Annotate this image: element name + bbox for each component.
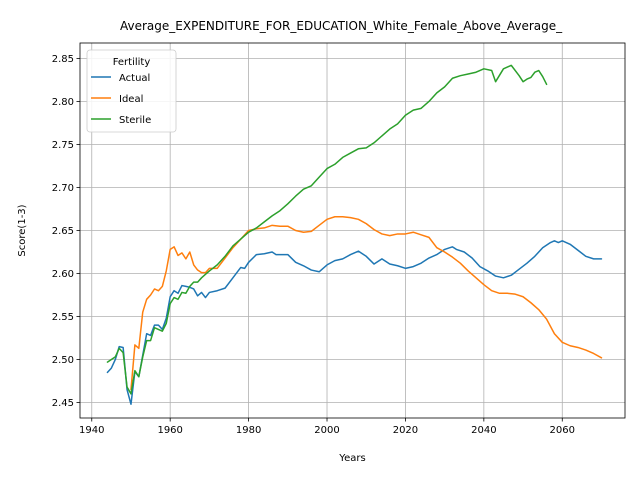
y-tick-label: 2.45 (52, 398, 74, 409)
y-tick-label: 2.65 (52, 226, 74, 237)
y-tick-label: 2.85 (52, 54, 74, 65)
legend-title: Fertility (113, 57, 151, 68)
series-line-actual (106, 240, 603, 405)
x-tick-label: 1940 (79, 425, 104, 436)
x-tick-label: 2000 (314, 425, 339, 436)
x-tick-label: 2020 (393, 425, 418, 436)
legend-label-actual: Actual (119, 73, 150, 84)
y-tick-label: 2.50 (52, 355, 74, 366)
x-tick-label: 2040 (471, 425, 496, 436)
legend: Fertility Actual Ideal Sterile (86, 49, 177, 133)
legend-entries: Actual Ideal Sterile (91, 73, 151, 126)
x-axis-ticks: 1940 1960 1980 2000 2020 2040 2060 (79, 418, 575, 436)
chart-title: Average_EXPENDITURE_FOR_EDUCATION_White_… (120, 19, 563, 33)
y-tick-label: 2.80 (52, 97, 74, 108)
y-tick-label: 2.55 (52, 312, 74, 323)
x-tick-label: 2060 (550, 425, 575, 436)
x-axis-label: Years (338, 453, 365, 464)
series-lines (106, 64, 603, 405)
grid (80, 43, 625, 418)
x-tick-label: 1980 (236, 425, 261, 436)
x-tick-label: 1960 (157, 425, 182, 436)
legend-label-sterile: Sterile (119, 115, 151, 126)
y-axis-label: Score(1-3) (17, 204, 28, 256)
y-tick-label: 2.60 (52, 269, 74, 280)
series-line-ideal (130, 215, 603, 391)
legend-label-ideal: Ideal (119, 94, 143, 105)
y-axis-ticks: 2.45 2.50 2.55 2.60 2.65 2.70 2.75 2.80 2.85 (52, 54, 80, 409)
series-line-sterile (106, 64, 548, 395)
y-tick-label: 2.75 (52, 140, 74, 151)
legend-box (86, 49, 177, 133)
y-tick-label: 2.70 (52, 183, 74, 194)
